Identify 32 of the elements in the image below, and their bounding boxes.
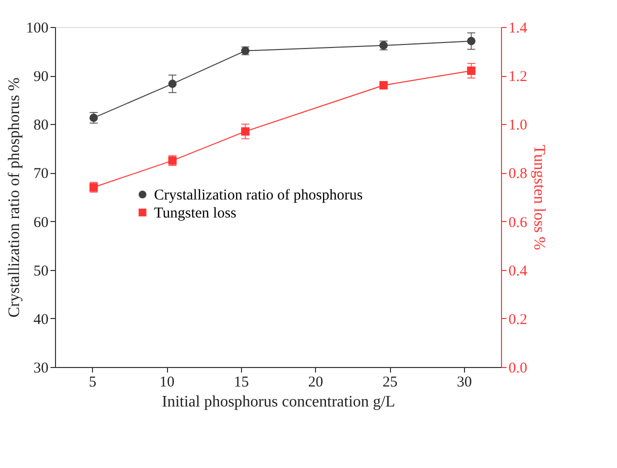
point xyxy=(467,66,476,75)
y-tick-label: 30 xyxy=(34,360,48,376)
y2-axis-title: Tungsten loss % xyxy=(530,144,548,250)
y-tick-label: 60 xyxy=(34,214,48,231)
legend-label: Crystallization ratio of phosphorus xyxy=(154,188,363,204)
y-axis-title: Crystallization ratio of phosphorus % xyxy=(6,78,23,318)
x-tick-label: 30 xyxy=(456,374,472,390)
x-tick-label: 25 xyxy=(382,374,398,390)
legend-label: Tungsten loss xyxy=(154,206,237,222)
x-tick-label: 20 xyxy=(308,374,324,390)
point xyxy=(168,80,177,88)
y2-tick-label: 1.4 xyxy=(508,20,528,36)
y2-tick-label: 0.2 xyxy=(508,312,528,328)
y-tick-label: 70 xyxy=(34,166,48,182)
y-tick-label: 50 xyxy=(34,263,48,280)
y2-tick-label: 0.0 xyxy=(508,360,528,376)
y-tick-label: 80 xyxy=(34,118,48,134)
y2-tick-label: 0.4 xyxy=(508,263,528,280)
y-tick-label: 40 xyxy=(34,312,48,328)
point xyxy=(89,114,98,122)
point xyxy=(241,127,250,136)
x-axis-title: Initial phosphorus concentration g/L xyxy=(162,394,396,410)
point xyxy=(467,36,476,46)
y-tick-label: 100 xyxy=(26,20,48,36)
x-tick-label: 10 xyxy=(160,374,174,390)
y2-tick-label: 0.8 xyxy=(508,166,528,182)
y2-tick-label: 1.0 xyxy=(508,118,528,134)
x-tick-label: 15 xyxy=(234,374,249,390)
y-tick-label: 90 xyxy=(34,69,48,86)
x-tick-label: 5 xyxy=(88,374,96,390)
y2-tick-label: 0.6 xyxy=(508,214,528,231)
y2-tick-label: 1.2 xyxy=(508,69,528,86)
